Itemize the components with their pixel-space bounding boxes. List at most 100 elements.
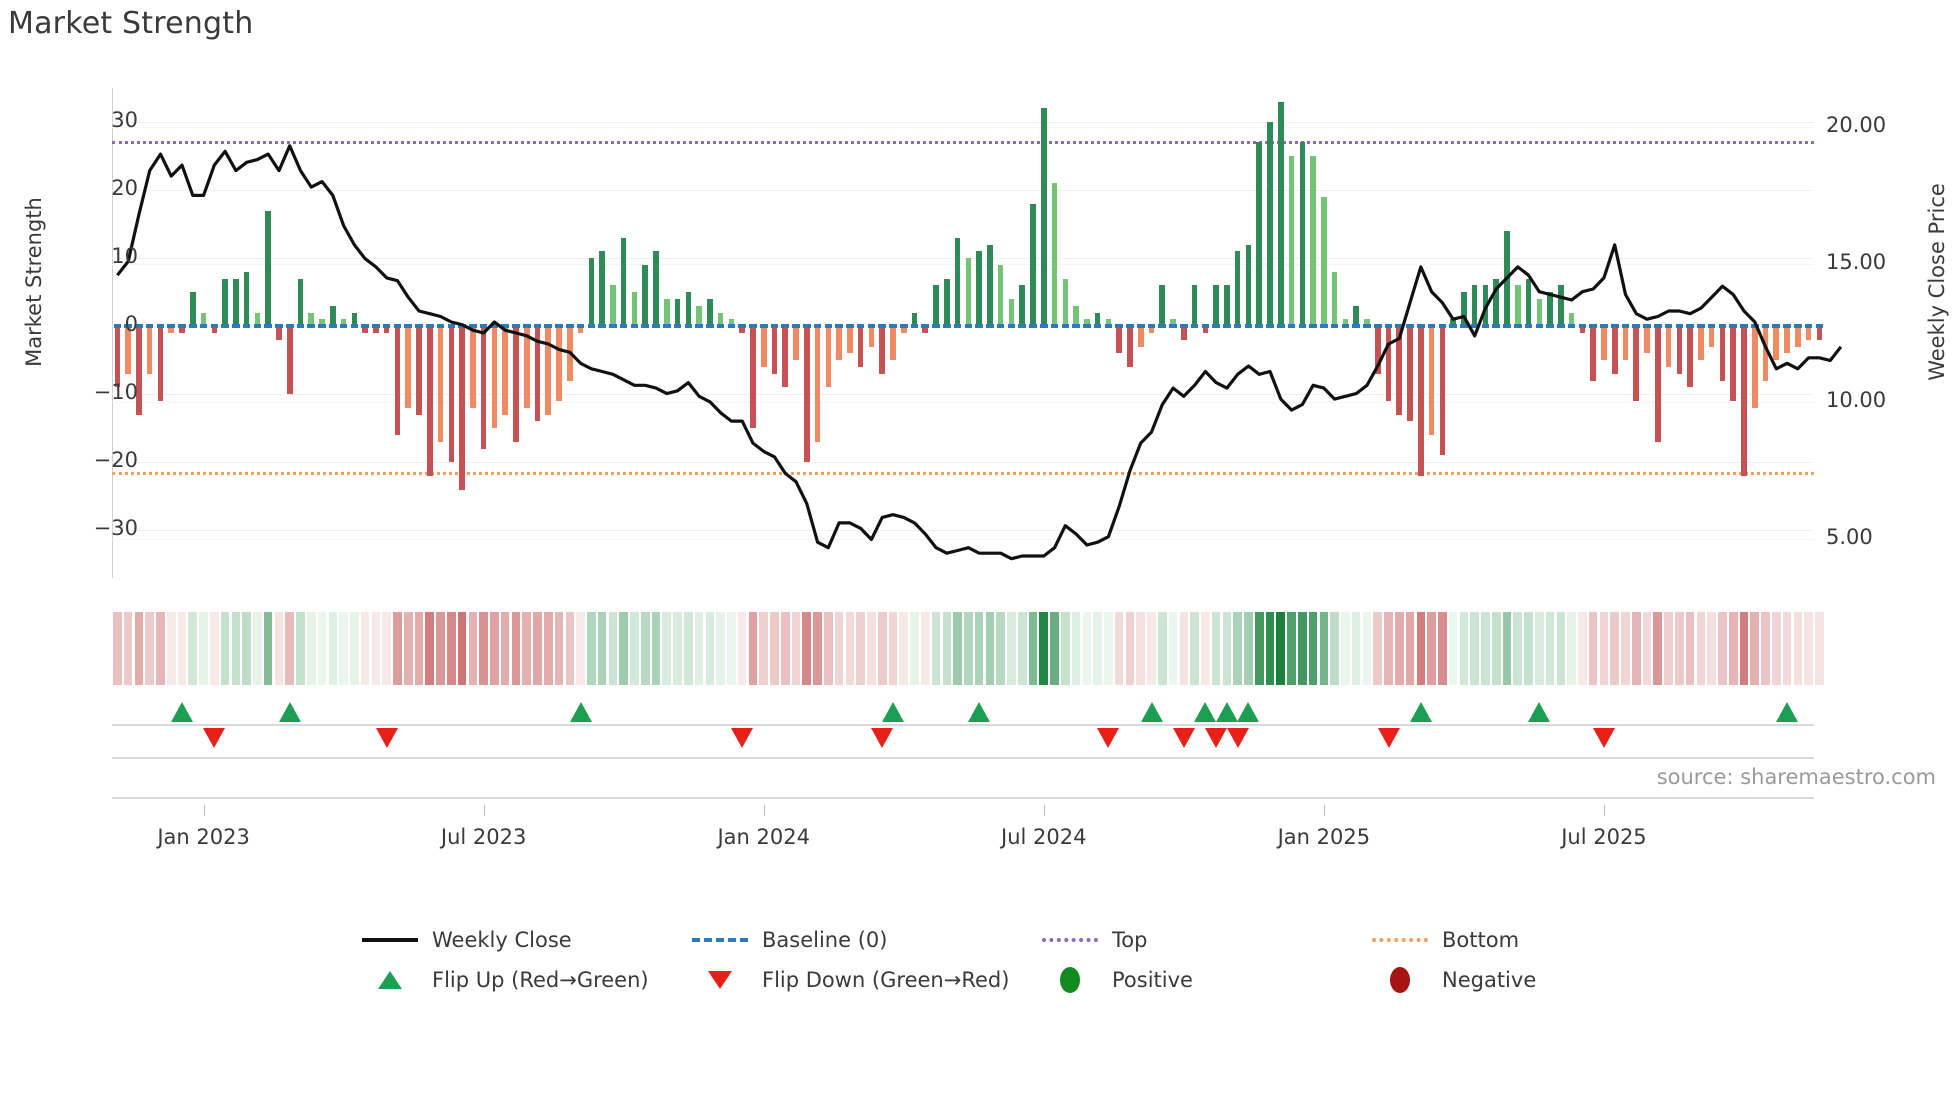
baseline-segment bbox=[781, 324, 790, 329]
momentum-heat-strip bbox=[112, 612, 1824, 685]
strength-bar bbox=[297, 278, 304, 327]
heat-cell bbox=[1535, 612, 1544, 685]
baseline-segment bbox=[1513, 324, 1522, 329]
strength-bar bbox=[1611, 326, 1618, 374]
flip-down-marker bbox=[731, 728, 754, 748]
baseline-segment bbox=[1470, 324, 1479, 329]
reference-line-bottom bbox=[112, 471, 1814, 475]
heat-cell bbox=[759, 612, 769, 685]
strength-bar bbox=[1127, 326, 1133, 368]
baseline-segment bbox=[1298, 324, 1307, 329]
baseline-segment bbox=[619, 324, 628, 329]
heat-cell bbox=[1448, 612, 1458, 685]
baseline-segment bbox=[846, 324, 854, 329]
strength-bar bbox=[599, 251, 605, 327]
baseline-segment bbox=[1126, 324, 1134, 329]
heat-cell bbox=[996, 612, 1005, 685]
heat-cell bbox=[802, 612, 812, 685]
heat-cell bbox=[1631, 612, 1641, 685]
flip-up-marker bbox=[1140, 702, 1163, 722]
baseline-segment bbox=[199, 324, 208, 329]
baseline-segment bbox=[1589, 324, 1597, 329]
baseline-segment bbox=[1815, 324, 1824, 329]
baseline-segment bbox=[1567, 324, 1576, 329]
strength-bar bbox=[868, 326, 875, 347]
heat-cell bbox=[543, 612, 553, 685]
baseline-segment bbox=[339, 324, 348, 329]
heat-cell bbox=[1578, 612, 1587, 685]
strength-bar bbox=[1040, 108, 1047, 327]
baseline-segment bbox=[1320, 324, 1328, 329]
heat-cell bbox=[490, 612, 499, 685]
strength-bar bbox=[168, 326, 175, 333]
strength-bar bbox=[1202, 326, 1209, 333]
baseline-segment bbox=[803, 324, 811, 329]
x-tick-label: Jan 2023 bbox=[157, 825, 250, 849]
gridline-right bbox=[112, 401, 1814, 403]
heat-cell bbox=[199, 612, 208, 685]
heat-cell bbox=[920, 612, 930, 685]
strength-bar bbox=[728, 319, 735, 327]
heat-cell bbox=[1039, 612, 1049, 685]
heat-cell bbox=[500, 612, 510, 685]
legend-item[interactable]: Baseline (0) bbox=[690, 928, 1040, 952]
y-tick-right: 15.00 bbox=[1826, 250, 1887, 275]
strength-bar bbox=[997, 264, 1004, 327]
strength-bar bbox=[513, 326, 519, 442]
baseline-segment bbox=[910, 324, 919, 329]
heat-cell bbox=[1254, 612, 1264, 685]
baseline-segment bbox=[1535, 324, 1544, 329]
heat-cell bbox=[888, 612, 898, 685]
legend-item[interactable]: Flip Down (Green→Red) bbox=[690, 968, 1040, 992]
baseline-segment bbox=[382, 324, 391, 329]
baseline-segment bbox=[695, 324, 703, 329]
baseline-segment bbox=[630, 324, 639, 329]
heat-cell bbox=[522, 612, 532, 685]
strength-bar bbox=[491, 326, 498, 429]
flip-down-marker bbox=[375, 728, 398, 748]
heat-cell bbox=[447, 612, 456, 685]
baseline-segment bbox=[404, 324, 413, 329]
strength-bar bbox=[265, 210, 271, 327]
legend-item[interactable]: Positive bbox=[1040, 967, 1370, 993]
baseline-segment bbox=[1804, 324, 1813, 329]
strength-bar bbox=[1137, 326, 1144, 347]
strength-bar bbox=[189, 292, 196, 327]
strength-bar bbox=[674, 298, 681, 327]
strength-bar bbox=[222, 278, 228, 327]
baseline-segment bbox=[1524, 324, 1533, 329]
heat-cell bbox=[177, 612, 187, 685]
flip-up-marker bbox=[569, 702, 592, 722]
strength-bar bbox=[114, 326, 121, 388]
strength-bar bbox=[319, 319, 325, 327]
strength-bar bbox=[631, 292, 638, 327]
y-axis-right-label: Weekly Close Price bbox=[1925, 183, 1949, 381]
baseline-segment bbox=[1050, 324, 1059, 329]
legend-item[interactable]: Bottom bbox=[1370, 928, 1670, 952]
baseline-segment bbox=[1223, 324, 1231, 329]
baseline-segment bbox=[716, 324, 725, 329]
heat-cell bbox=[942, 612, 952, 685]
gridline-right bbox=[112, 126, 1814, 128]
strength-bar bbox=[1364, 319, 1370, 327]
strength-bar bbox=[944, 278, 950, 327]
heat-cell bbox=[716, 612, 725, 685]
heat-cell bbox=[1782, 612, 1792, 685]
baseline-segment bbox=[113, 324, 122, 329]
baseline-segment bbox=[135, 324, 143, 329]
legend-item[interactable]: Negative bbox=[1370, 967, 1670, 993]
baseline-segment bbox=[415, 324, 423, 329]
legend-item[interactable]: Flip Up (Red→Green) bbox=[360, 968, 690, 992]
heat-cell bbox=[1114, 612, 1124, 685]
legend-item[interactable]: Top bbox=[1040, 928, 1370, 952]
baseline-segment bbox=[899, 324, 908, 329]
heat-cell bbox=[737, 612, 747, 685]
y-tick-left: 10 bbox=[111, 244, 138, 269]
baseline-segment bbox=[1330, 324, 1339, 329]
legend-item[interactable]: Weekly Close bbox=[360, 928, 690, 952]
heat-cell bbox=[1050, 612, 1059, 685]
baseline-segment bbox=[1438, 324, 1447, 329]
heat-cell bbox=[1147, 612, 1156, 685]
baseline-segment bbox=[1309, 324, 1317, 329]
baseline-segment bbox=[1180, 324, 1188, 329]
